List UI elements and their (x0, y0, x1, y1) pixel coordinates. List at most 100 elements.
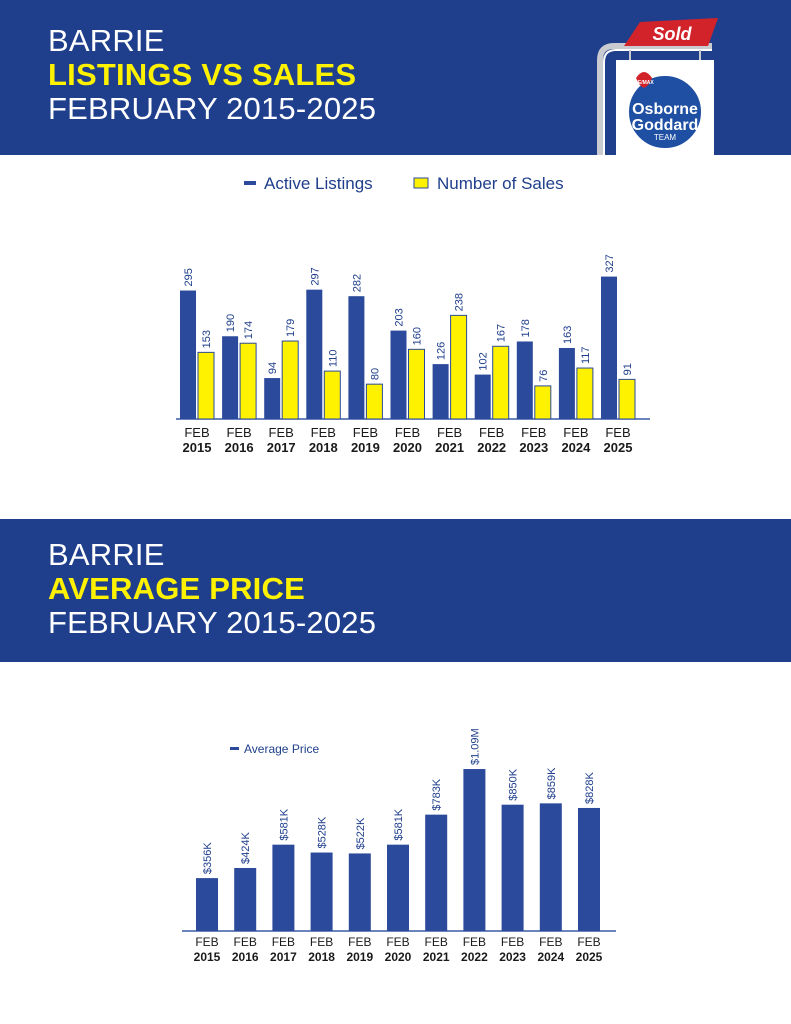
remax-text: RE/MAX (634, 80, 654, 86)
osborne-goddard-logo: Sold RE/MAX Osborne Goddard TEAM (597, 18, 718, 155)
x-tick-label-top: FEB (521, 425, 546, 440)
x-tick-label-bottom: 2016 (225, 440, 254, 455)
x-tick-label-top: FEB (437, 425, 462, 440)
price-title-topic: AVERAGE PRICE (48, 571, 305, 606)
price-title-city: BARRIE (48, 537, 165, 572)
logo-line3: TEAM (654, 133, 677, 142)
x-tick-label-top: FEB (395, 425, 420, 440)
bar-number-of-sales (281, 340, 299, 420)
x-tick-label-bottom: 2024 (561, 440, 591, 455)
data-label: 126 (436, 342, 448, 360)
data-label: 179 (285, 319, 297, 337)
bar-active-listings (516, 341, 533, 419)
bar-active-listings (306, 289, 323, 419)
data-label: 167 (496, 324, 508, 342)
bar-active-listings (264, 378, 281, 419)
legend-label-number-of-sales: Number of Sales (437, 174, 564, 193)
bar-active-listings (474, 374, 491, 419)
data-label: $828K (584, 771, 596, 803)
data-label: $783K (431, 778, 443, 810)
sold-sign-icon (624, 18, 718, 46)
data-label: 282 (351, 274, 363, 292)
listings-title-city: BARRIE (48, 23, 165, 58)
data-label: $424K (240, 832, 252, 864)
data-label: 238 (454, 293, 466, 311)
x-tick-label-top: FEB (605, 425, 630, 440)
data-label: 160 (412, 327, 424, 345)
x-tick-label-bottom: 2015 (194, 950, 221, 964)
bar-active-listings (390, 330, 407, 419)
data-label: $581K (393, 808, 405, 840)
x-tick-label-bottom: 2019 (346, 950, 373, 964)
listings-title: BARRIE LISTINGS VS SALES FEBRUARY 2015-2… (48, 24, 376, 126)
data-label: 174 (243, 321, 255, 339)
x-tick-label-top: FEB (577, 935, 600, 949)
bar-active-listings (348, 296, 365, 419)
data-label: $528K (317, 816, 329, 848)
bar-average-price (272, 844, 295, 931)
x-tick-label-top: FEB (195, 935, 218, 949)
price-title: BARRIE AVERAGE PRICE FEBRUARY 2015-2025 (48, 538, 376, 640)
x-tick-label-top: FEB (463, 935, 486, 949)
legend-label-average-price: Average Price (244, 742, 319, 756)
bar-average-price (196, 878, 218, 931)
bar-number-of-sales (492, 345, 510, 420)
bar-average-price (539, 803, 562, 931)
x-tick-label-bottom: 2021 (423, 950, 450, 964)
x-tick-label-bottom: 2025 (604, 440, 633, 455)
x-tick-label-bottom: 2016 (232, 950, 259, 964)
data-label: 203 (394, 308, 406, 326)
bar-average-price (578, 807, 600, 931)
data-label: 94 (267, 362, 279, 374)
bar-number-of-sales (618, 378, 636, 420)
x-tick-label-bottom: 2017 (270, 950, 297, 964)
x-tick-label-bottom: 2023 (519, 440, 548, 455)
data-label: 295 (183, 268, 195, 286)
remax-balloon-icon (636, 72, 652, 88)
legend-swatch-average-price (230, 747, 239, 750)
logo-line1: Osborne (632, 101, 698, 118)
x-tick-label-bottom: 2024 (537, 950, 564, 964)
data-label: 110 (327, 350, 339, 368)
bar-number-of-sales (576, 367, 594, 420)
x-tick-label-top: FEB (311, 425, 336, 440)
legend-swatch-active-listings (244, 181, 256, 185)
x-tick-label-top: FEB (310, 935, 333, 949)
data-label: 102 (478, 352, 490, 370)
data-label: 327 (604, 254, 616, 272)
x-tick-label-bottom: 2015 (183, 440, 212, 455)
x-tick-label-top: FEB (272, 935, 295, 949)
data-label: 91 (622, 363, 634, 375)
average-price-chart: Average Price$356KFEB2015$424KFEB2016$58… (182, 728, 616, 964)
x-tick-label-bottom: 2023 (499, 950, 526, 964)
price-title-period: FEBRUARY 2015-2025 (48, 605, 377, 640)
bar-active-listings (180, 290, 196, 419)
x-tick-label-top: FEB (479, 425, 504, 440)
x-tick-label-top: FEB (563, 425, 588, 440)
legend-label-active-listings: Active Listings (264, 174, 373, 193)
bar-number-of-sales (408, 348, 425, 420)
x-tick-label-top: FEB (226, 425, 251, 440)
data-label: $522K (355, 817, 367, 849)
bar-average-price (310, 852, 333, 931)
bar-active-listings (222, 336, 239, 419)
bar-number-of-sales (323, 370, 341, 420)
bar-average-price (425, 814, 448, 931)
x-tick-label-bottom: 2018 (309, 440, 338, 455)
bar-number-of-sales (534, 385, 552, 420)
data-label: $581K (278, 808, 290, 840)
x-tick-label-top: FEB (269, 425, 294, 440)
bar-active-listings (558, 348, 575, 419)
data-label: $859K (546, 767, 558, 799)
bar-average-price (348, 853, 371, 931)
data-label: 76 (538, 370, 550, 382)
bar-average-price (234, 867, 257, 931)
data-label: 80 (369, 368, 381, 380)
x-tick-label-top: FEB (425, 935, 448, 949)
data-label: 153 (201, 330, 213, 348)
logo-line2: Goddard (632, 117, 699, 134)
bar-average-price (463, 769, 486, 931)
bar-number-of-sales (365, 383, 383, 420)
data-label: 178 (520, 319, 532, 337)
bar-average-price (501, 804, 524, 931)
